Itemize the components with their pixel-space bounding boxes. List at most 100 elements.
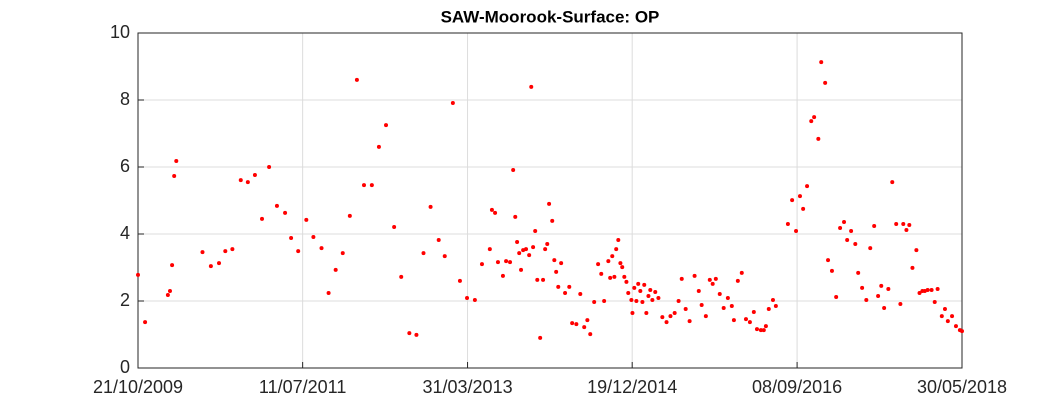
point bbox=[230, 247, 235, 252]
point bbox=[809, 119, 814, 124]
point bbox=[960, 329, 964, 334]
point bbox=[812, 115, 817, 120]
point bbox=[524, 247, 529, 252]
point bbox=[794, 228, 799, 233]
point bbox=[664, 320, 669, 325]
point bbox=[602, 299, 607, 303]
point bbox=[646, 293, 651, 298]
point bbox=[304, 217, 309, 222]
point bbox=[725, 295, 730, 300]
point bbox=[588, 332, 593, 337]
point bbox=[465, 295, 470, 300]
point bbox=[898, 302, 903, 307]
point bbox=[717, 291, 722, 296]
axes-frame bbox=[137, 32, 963, 369]
point bbox=[165, 292, 170, 297]
point bbox=[743, 317, 748, 322]
x-tick-label: 11/07/2011 bbox=[259, 377, 346, 397]
point bbox=[574, 322, 579, 327]
point bbox=[696, 288, 701, 293]
point bbox=[392, 224, 397, 229]
point bbox=[570, 321, 575, 326]
point bbox=[856, 270, 861, 275]
x-tick-label: 21/10/2009 bbox=[93, 377, 183, 397]
point bbox=[816, 136, 821, 141]
point bbox=[529, 84, 534, 89]
point bbox=[761, 328, 766, 333]
point bbox=[493, 210, 498, 215]
point bbox=[731, 318, 736, 323]
point bbox=[296, 249, 301, 254]
point bbox=[414, 332, 419, 337]
point bbox=[907, 222, 912, 227]
point bbox=[550, 218, 555, 223]
point bbox=[489, 207, 494, 212]
point bbox=[610, 254, 615, 259]
grid bbox=[137, 32, 963, 369]
point bbox=[267, 165, 272, 169]
point bbox=[407, 331, 412, 336]
point bbox=[860, 285, 865, 290]
point bbox=[223, 249, 228, 254]
point bbox=[500, 273, 505, 278]
point bbox=[585, 318, 590, 323]
y-tick-label: 4 bbox=[120, 223, 130, 243]
point bbox=[596, 262, 601, 267]
point bbox=[801, 206, 806, 211]
point bbox=[545, 242, 550, 247]
point bbox=[894, 221, 899, 226]
point bbox=[829, 268, 834, 273]
point bbox=[910, 265, 915, 270]
point bbox=[758, 328, 763, 333]
point bbox=[238, 178, 243, 183]
point bbox=[578, 291, 583, 296]
point bbox=[819, 60, 824, 65]
point bbox=[620, 265, 625, 270]
point bbox=[333, 267, 338, 272]
point bbox=[630, 311, 635, 316]
point bbox=[599, 271, 604, 276]
point bbox=[614, 247, 619, 252]
x-tick-label: 30/05/2018 bbox=[917, 377, 1007, 397]
point bbox=[644, 311, 649, 316]
point bbox=[882, 306, 887, 311]
point bbox=[747, 320, 752, 325]
point bbox=[556, 284, 561, 289]
point bbox=[554, 269, 559, 274]
point bbox=[945, 319, 950, 324]
point bbox=[634, 299, 639, 303]
point bbox=[624, 279, 629, 284]
point bbox=[552, 258, 557, 263]
point bbox=[326, 290, 331, 295]
point bbox=[508, 260, 513, 265]
point bbox=[527, 253, 532, 258]
point bbox=[289, 236, 294, 241]
point bbox=[648, 287, 653, 292]
point bbox=[592, 300, 597, 305]
point bbox=[763, 324, 768, 329]
point bbox=[274, 203, 279, 208]
point bbox=[347, 213, 352, 218]
point bbox=[773, 304, 778, 309]
point bbox=[932, 300, 937, 305]
point bbox=[252, 173, 257, 178]
point bbox=[513, 214, 518, 219]
point bbox=[511, 168, 516, 173]
point bbox=[143, 320, 148, 325]
point bbox=[531, 245, 536, 250]
point bbox=[687, 319, 692, 324]
point bbox=[939, 314, 944, 319]
point bbox=[174, 158, 179, 163]
point bbox=[842, 219, 847, 224]
point bbox=[563, 290, 568, 295]
point bbox=[672, 311, 677, 316]
point bbox=[925, 287, 930, 292]
point bbox=[472, 297, 477, 302]
point bbox=[650, 297, 655, 302]
point bbox=[929, 287, 934, 292]
point bbox=[608, 275, 613, 280]
point bbox=[904, 227, 909, 232]
point bbox=[399, 274, 404, 279]
y-tick-label: 6 bbox=[120, 156, 130, 176]
point bbox=[660, 315, 665, 320]
